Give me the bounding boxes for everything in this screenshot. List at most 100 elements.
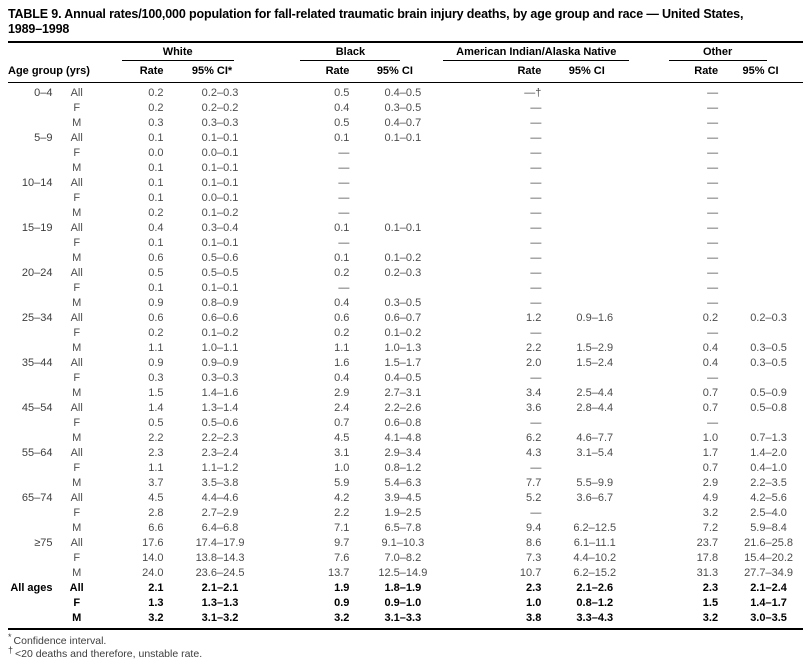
table-title-line1: TABLE 9. Annual rates/100,000 population… xyxy=(8,7,744,21)
other-rate-cell: — xyxy=(707,87,719,99)
white-rate-cell: 0.9 xyxy=(148,357,164,369)
aian-rate-cell: 3.4 xyxy=(526,387,542,399)
aian-ci-cell: 1.5–2.4 xyxy=(576,357,614,369)
aian-rate-header: Rate xyxy=(440,61,542,83)
table-row: F 0.1 0.1–0.1 — — — xyxy=(8,236,803,251)
black-rate-cell: 0.4 xyxy=(334,372,350,384)
white-rate-cell: 3.7 xyxy=(148,477,164,489)
black-ci-cell: 0.1–0.2 xyxy=(384,327,422,339)
footnote-unstable: † <20 deaths and therefore, unstable rate… xyxy=(8,645,803,661)
other-ci-cell xyxy=(718,296,803,311)
rates-table: White Black American Indian/Alaska Nativ… xyxy=(8,41,803,630)
aian-ci-cell: 4.6–7.7 xyxy=(576,432,614,444)
age-group-cell: 10–14 xyxy=(21,177,53,189)
white-ci-cell: 0.0–0.1 xyxy=(201,147,239,159)
other-rate-cell: — xyxy=(707,417,719,429)
other-ci-cell xyxy=(718,221,803,236)
age-group-cell xyxy=(8,461,59,476)
aian-ci-cell: 3.3–4.3 xyxy=(541,611,633,630)
white-rate-cell: 0.1 xyxy=(148,162,164,174)
white-rate-cell: 2.1 xyxy=(148,582,164,594)
aian-rate-cell: — xyxy=(530,327,542,339)
footnote-ci-text: Confidence interval. xyxy=(13,635,107,647)
other-ci-cell: 1.4–2.0 xyxy=(750,447,787,459)
black-rate-cell: 0.2 xyxy=(334,267,350,279)
black-ci-cell: 3.9–4.5 xyxy=(384,492,422,504)
white-rate-cell: 1.5 xyxy=(148,387,164,399)
black-rate-cell: 0.1 xyxy=(334,222,350,234)
black-ci-cell: 0.9–1.0 xyxy=(384,597,422,609)
aian-rate-cell: — xyxy=(530,162,542,174)
aian-ci-cell xyxy=(541,161,632,176)
table-row: ≥75 All 17.6 17.4–17.9 9.7 9.1–10.3 8.6 … xyxy=(8,536,803,551)
other-ci-cell: 2.5–4.0 xyxy=(750,507,787,519)
sex-cell: All xyxy=(70,222,83,234)
aian-ci-cell xyxy=(541,281,632,296)
age-group-cell xyxy=(8,161,59,176)
table-row: F 2.8 2.7–2.9 2.2 1.9–2.5 — 3.2 2.5–4.0 xyxy=(8,506,803,521)
other-ci-cell xyxy=(718,416,803,431)
aian-ci-cell xyxy=(541,236,632,251)
aian-ci-cell xyxy=(541,101,632,116)
white-rate-cell: 1.1 xyxy=(148,342,164,354)
black-rate-cell: 2.2 xyxy=(334,507,350,519)
white-ci-cell: 1.4–1.6 xyxy=(201,387,239,399)
black-ci-cell: 0.1–0.1 xyxy=(384,132,422,144)
white-ci-cell: 0.1–0.1 xyxy=(201,132,239,144)
aian-ci-cell: 6.2–12.5 xyxy=(573,522,617,534)
column-header-row: Age group (yrs) Rate 95% CI* Rate 95% CI… xyxy=(8,61,803,83)
black-rate-cell: 0.1 xyxy=(334,252,350,264)
footnotes: * Confidence interval. † <20 deaths and th… xyxy=(8,632,803,661)
sex-cell: M xyxy=(72,207,82,219)
sex-cell: All xyxy=(70,492,83,504)
age-group-cell: 25–34 xyxy=(21,312,53,324)
black-ci-cell: 7.0–8.2 xyxy=(384,552,422,564)
white-rate-cell: 0.2 xyxy=(148,102,164,114)
age-group-cell xyxy=(8,236,59,251)
group-header-row: White Black American Indian/Alaska Nativ… xyxy=(8,41,803,61)
sex-cell: All xyxy=(70,132,83,144)
table-row: M 1.1 1.0–1.1 1.1 1.0–1.3 2.2 1.5–2.9 0.… xyxy=(8,341,803,356)
sex-cell: M xyxy=(72,162,82,174)
white-ci-cell: 1.1–1.2 xyxy=(201,462,239,474)
table-row: M 0.1 0.1–0.1 — — — xyxy=(8,161,803,176)
black-rate-cell: 0.2 xyxy=(334,327,350,339)
age-group-cell xyxy=(8,566,59,581)
table-title: TABLE 9. Annual rates/100,000 population… xyxy=(8,7,803,37)
table-row: 65–74 All 4.5 4.4–4.6 4.2 3.9–4.5 5.2 3.… xyxy=(8,491,803,506)
table-row: M 24.0 23.6–24.5 13.7 12.5–14.9 10.7 6.2… xyxy=(8,566,803,581)
white-ci-cell: 1.0–1.1 xyxy=(201,342,239,354)
black-rate-header: Rate xyxy=(260,61,350,83)
table-row: 5–9 All 0.1 0.1–0.1 0.1 0.1–0.1 — — xyxy=(8,131,803,146)
other-rate-cell: — xyxy=(707,222,719,234)
other-ci-cell xyxy=(718,131,803,146)
other-ci-cell: 0.2–0.3 xyxy=(750,312,787,324)
table-row: M 0.9 0.8–0.9 0.4 0.3–0.5 — — xyxy=(8,296,803,311)
white-ci-cell: 0.3–0.3 xyxy=(201,117,239,129)
other-ci-cell: 2.1–2.4 xyxy=(750,582,787,594)
table-row: M 1.5 1.4–1.6 2.9 2.7–3.1 3.4 2.5–4.4 0.… xyxy=(8,386,803,401)
table-row: All ages All 2.1 2.1–2.1 1.9 1.8–1.9 2.3… xyxy=(8,581,803,596)
aian-rate-cell: — xyxy=(530,192,542,204)
sex-cell: F xyxy=(73,282,81,294)
black-ci-cell: 0.4–0.7 xyxy=(384,117,422,129)
white-rate-cell: 0.9 xyxy=(148,297,164,309)
age-group-cell xyxy=(8,506,59,521)
aian-rate-cell: — xyxy=(530,417,542,429)
table-body: 0–4 All 0.2 0.2–0.3 0.5 0.4–0.5 —† — F 0… xyxy=(8,83,803,630)
age-group-cell xyxy=(8,191,59,206)
col-group-aian: American Indian/Alaska Native xyxy=(443,46,630,61)
other-rate-header: Rate xyxy=(632,61,719,83)
age-group-cell xyxy=(8,116,59,131)
sex-cell: All xyxy=(70,402,83,414)
aian-ci-cell: 4.4–10.2 xyxy=(573,552,617,564)
sex-cell: F xyxy=(73,417,81,429)
aian-ci-cell xyxy=(541,176,632,191)
other-rate-cell: — xyxy=(707,207,719,219)
table-row: F 14.0 13.8–14.3 7.6 7.0–8.2 7.3 4.4–10.… xyxy=(8,551,803,566)
other-rate-cell: — xyxy=(707,237,719,249)
black-ci-cell xyxy=(349,236,440,251)
sex-cell: M xyxy=(58,611,95,630)
table-row: F 0.2 0.1–0.2 0.2 0.1–0.2 — — xyxy=(8,326,803,341)
black-rate-cell: 2.4 xyxy=(334,402,350,414)
